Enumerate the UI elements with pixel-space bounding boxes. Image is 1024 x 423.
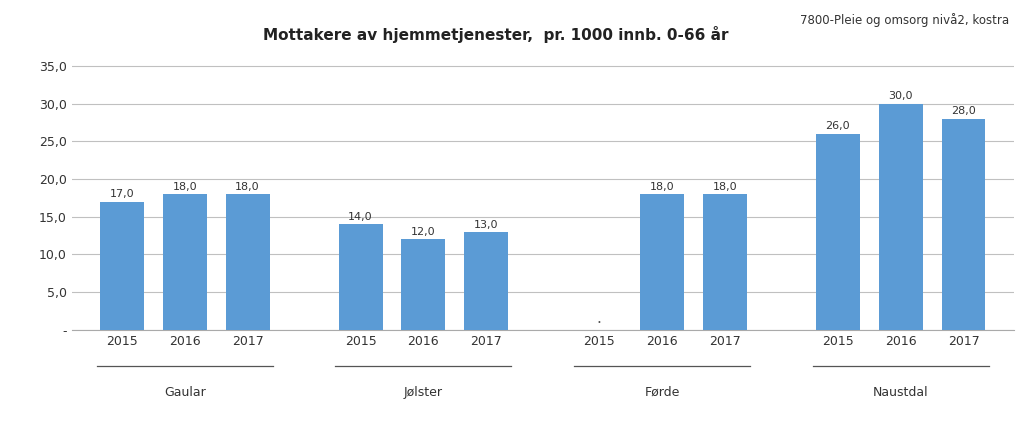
Bar (702, 194, 746, 330)
Bar (816, 134, 860, 330)
Text: Naustdal: Naustdal (872, 386, 929, 399)
Text: 17,0: 17,0 (110, 190, 134, 199)
Text: 18,0: 18,0 (650, 182, 675, 192)
Bar (941, 119, 985, 330)
Text: 14,0: 14,0 (348, 212, 373, 222)
Text: Jølster: Jølster (403, 386, 443, 399)
Text: Førde: Førde (644, 386, 680, 399)
Bar (100, 202, 144, 330)
Bar (225, 194, 269, 330)
Text: 18,0: 18,0 (713, 182, 737, 192)
Bar (401, 239, 445, 330)
Title: Mottakere av hjemmetjenester,  pr. 1000 innb. 0-66 år: Mottakere av hjemmetjenester, pr. 1000 i… (263, 26, 728, 43)
Text: Gaular: Gaular (164, 386, 206, 399)
Text: .: . (597, 311, 602, 326)
Bar (640, 194, 684, 330)
Text: 7800-Pleie og omsorg nivå2, kostra: 7800-Pleie og omsorg nivå2, kostra (800, 13, 1009, 27)
Text: 12,0: 12,0 (411, 227, 435, 237)
Text: 13,0: 13,0 (474, 220, 499, 230)
Bar (879, 104, 923, 330)
Text: 30,0: 30,0 (889, 91, 913, 102)
Text: 18,0: 18,0 (236, 182, 260, 192)
Text: 28,0: 28,0 (951, 107, 976, 116)
Text: 18,0: 18,0 (172, 182, 197, 192)
Bar (339, 224, 383, 330)
Text: 26,0: 26,0 (825, 121, 850, 132)
Bar (464, 232, 508, 330)
Bar (163, 194, 207, 330)
